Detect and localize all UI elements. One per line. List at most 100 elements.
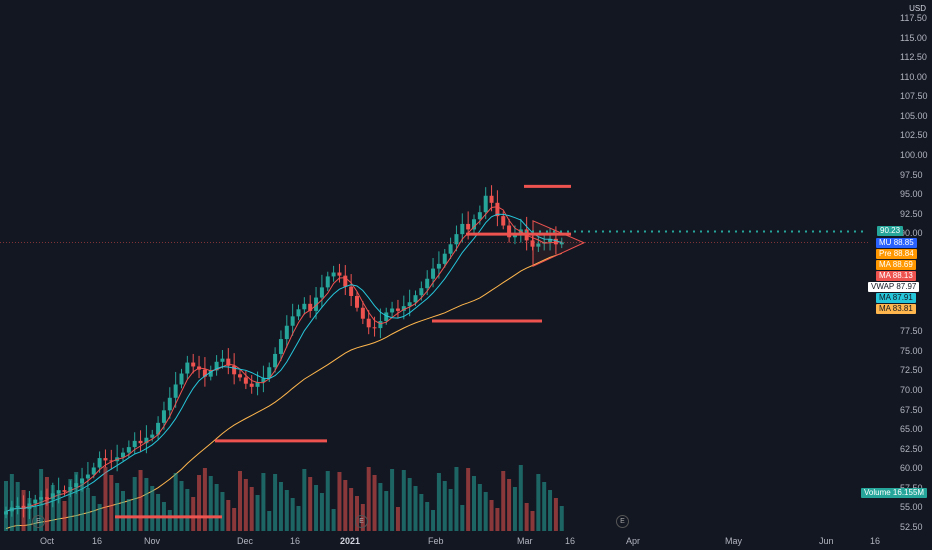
volume-bar bbox=[325, 471, 330, 531]
price-scale[interactable]: USD 117.50 115.00 112.50 110.00 107.50 105.00… bbox=[868, 0, 932, 532]
candle-body bbox=[425, 278, 430, 289]
volume-bar bbox=[477, 484, 482, 531]
volume-bar bbox=[284, 490, 289, 531]
volume-bar bbox=[50, 485, 55, 531]
time-tick-label: 16 bbox=[870, 536, 881, 546]
candle-body bbox=[378, 321, 383, 329]
volume-bar bbox=[314, 485, 319, 531]
candle-body bbox=[179, 373, 184, 385]
candle-body bbox=[167, 397, 172, 411]
chart-pane[interactable]: E E E bbox=[0, 0, 868, 531]
symbol-price-tag: MU 88.85 bbox=[876, 238, 917, 248]
candle-body bbox=[150, 434, 155, 438]
earnings-marker-2[interactable]: E bbox=[355, 515, 368, 528]
volume-bar bbox=[191, 497, 196, 531]
candle-body bbox=[273, 353, 278, 368]
candle-body bbox=[173, 384, 178, 398]
candle-body bbox=[226, 358, 231, 366]
volume-bar bbox=[436, 473, 441, 531]
volume-bar bbox=[202, 468, 207, 531]
volume-bar bbox=[273, 474, 278, 531]
volume-bar bbox=[214, 484, 219, 531]
candle-body bbox=[466, 223, 471, 230]
volume-bar bbox=[548, 490, 553, 531]
candle-body bbox=[390, 308, 395, 313]
volume-bar bbox=[179, 481, 184, 531]
candle-body bbox=[255, 382, 260, 387]
time-tick-label: 2021 bbox=[340, 536, 361, 546]
candle-body bbox=[278, 339, 283, 354]
volume-bar bbox=[85, 488, 90, 531]
price-tick-label: 107.50 bbox=[900, 91, 928, 102]
volume-bar bbox=[267, 511, 272, 531]
candle-body bbox=[232, 365, 237, 375]
earnings-marker-3[interactable]: E bbox=[616, 515, 629, 528]
volume-bar bbox=[249, 487, 254, 531]
volume-bar bbox=[39, 469, 44, 531]
price-chart[interactable] bbox=[0, 0, 868, 531]
price-tick-label: 67.50 bbox=[900, 404, 923, 415]
volume-bar bbox=[74, 472, 79, 531]
volume-bar bbox=[115, 483, 120, 531]
candle-body bbox=[366, 318, 371, 328]
candle-body bbox=[121, 452, 125, 458]
candle-body bbox=[355, 295, 359, 308]
price-tick-label: 102.50 bbox=[900, 130, 928, 141]
candle-body bbox=[161, 410, 166, 423]
candle-body bbox=[553, 238, 558, 245]
price-tick-label: 77.50 bbox=[900, 326, 923, 337]
volume-bar bbox=[296, 506, 301, 531]
volume-bar bbox=[553, 498, 558, 531]
candle-body bbox=[472, 219, 476, 230]
candle-body bbox=[331, 272, 336, 277]
volume-bar bbox=[413, 486, 418, 531]
price-tick-label: 97.50 bbox=[900, 169, 923, 180]
volume-bar bbox=[454, 467, 459, 531]
candle-body bbox=[395, 308, 400, 311]
candle-body bbox=[489, 195, 494, 203]
time-scale[interactable]: Oct 16 Nov Dec 16 2021 Feb Mar 16 Apr May Jun 16 bbox=[0, 531, 880, 550]
volume-bar bbox=[337, 472, 342, 531]
candle-body bbox=[267, 367, 272, 379]
volume-bar bbox=[185, 489, 190, 531]
candle-body bbox=[483, 195, 488, 213]
vwap-tag: VWAP 87.97 bbox=[868, 282, 920, 292]
volume-bar bbox=[489, 500, 494, 531]
time-tick-label: Mar bbox=[517, 536, 533, 546]
candle-body bbox=[220, 358, 225, 362]
candle-body bbox=[214, 361, 219, 371]
ma-tag-3: MA 87.91 bbox=[876, 293, 916, 303]
candle-body bbox=[372, 327, 377, 329]
candle-body bbox=[103, 458, 108, 461]
volume-bar bbox=[378, 483, 383, 531]
time-tick-label: May bbox=[725, 536, 743, 546]
volume-bar bbox=[138, 470, 143, 531]
volume-bar bbox=[144, 478, 149, 531]
candle-body bbox=[249, 383, 254, 387]
candle-body bbox=[442, 253, 447, 264]
volume-bar bbox=[495, 508, 500, 531]
volume-bar bbox=[466, 468, 471, 531]
time-tick-label: Jun bbox=[819, 536, 834, 546]
volume-bar bbox=[278, 482, 283, 531]
volume-bar bbox=[220, 492, 225, 531]
volume-bar bbox=[302, 469, 307, 531]
price-tick-label: 105.00 bbox=[900, 110, 928, 121]
candle-body bbox=[290, 316, 295, 326]
candle-body bbox=[477, 212, 482, 220]
candle-body bbox=[91, 467, 96, 475]
candle-body bbox=[407, 302, 412, 307]
price-tick-label: 95.00 bbox=[900, 189, 923, 200]
candle-body bbox=[337, 272, 342, 276]
candle-body bbox=[548, 238, 553, 242]
volume-bar bbox=[542, 482, 547, 531]
candle-body bbox=[156, 422, 161, 435]
volume-bar bbox=[197, 475, 202, 531]
volume-bar bbox=[395, 507, 400, 531]
volume-bar bbox=[243, 479, 248, 531]
volume-bar bbox=[103, 467, 108, 531]
earnings-marker-1[interactable]: E bbox=[32, 515, 45, 528]
candle-body bbox=[296, 309, 301, 317]
price-tick-label: 72.50 bbox=[900, 365, 923, 376]
volume-bar bbox=[343, 480, 348, 531]
